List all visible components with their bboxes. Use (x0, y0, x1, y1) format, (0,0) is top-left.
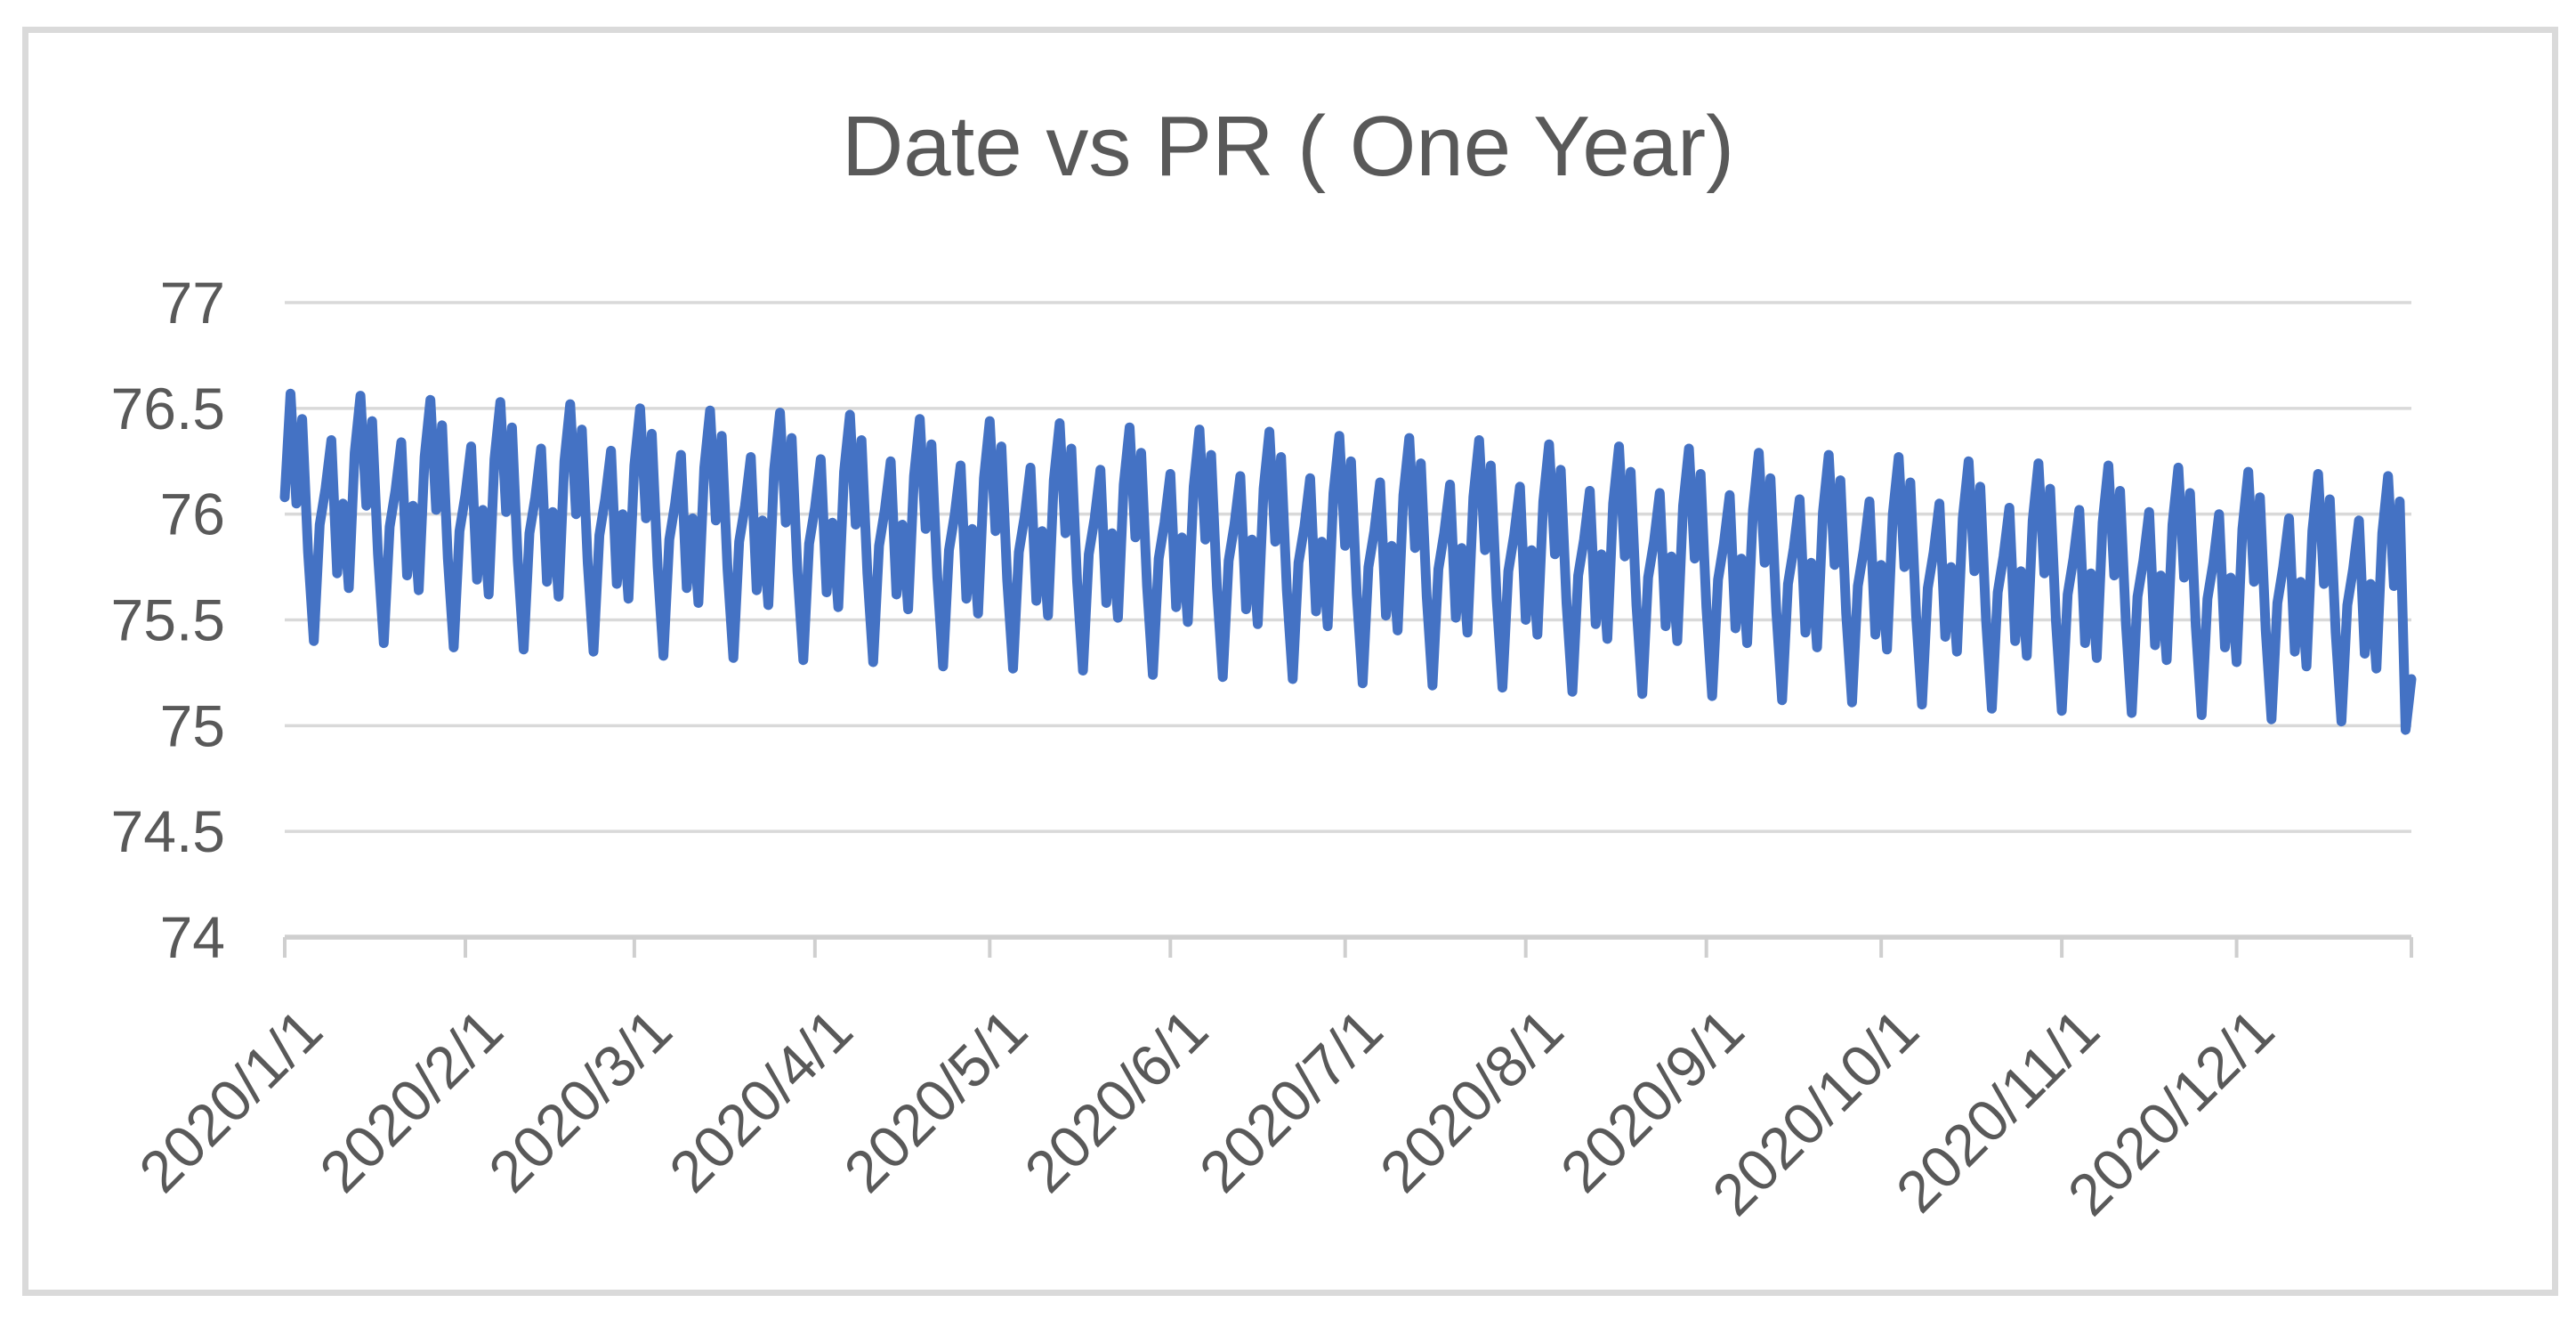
x-tick-label: 2020/4/1 (657, 997, 865, 1205)
y-tick-label: 74.5 (111, 798, 225, 864)
pr-series-line (279, 388, 2417, 735)
x-tick-label: 2020/1/1 (126, 997, 335, 1205)
y-tick-label: 75 (160, 692, 225, 758)
y-tick-label: 76 (160, 481, 225, 547)
x-tick-label: 2020/7/1 (1187, 997, 1395, 1205)
x-tick-label: 2020/8/1 (1368, 997, 1576, 1205)
x-tick-label: 2020/2/1 (307, 997, 515, 1205)
y-tick-label: 77 (160, 270, 225, 336)
x-tick-label: 2020/6/1 (1012, 997, 1220, 1205)
chart-title: Date vs PR ( One Year) (841, 99, 1735, 194)
y-tick-label: 75.5 (111, 587, 225, 653)
x-tick-label: 2020/3/1 (476, 997, 684, 1205)
x-tick-label: 2020/5/1 (831, 997, 1039, 1205)
y-tick-label: 74 (160, 904, 225, 970)
y-tick-label: 76.5 (111, 376, 225, 441)
